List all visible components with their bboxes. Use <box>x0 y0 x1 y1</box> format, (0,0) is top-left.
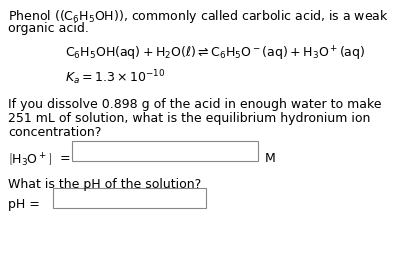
Text: =: = <box>60 152 71 165</box>
Text: concentration?: concentration? <box>8 126 102 139</box>
Text: M: M <box>265 152 276 165</box>
FancyBboxPatch shape <box>53 188 206 208</box>
Text: $K_a = 1.3 \times 10^{-10}$: $K_a = 1.3 \times 10^{-10}$ <box>65 68 166 87</box>
Text: pH =: pH = <box>8 198 40 211</box>
Text: $\mathrm{C_6H_5OH(aq) + H_2O(\ell) \rightleftharpoons C_6H_5O^-(aq) + H_3O^+(aq): $\mathrm{C_6H_5OH(aq) + H_2O(\ell) \righ… <box>65 45 365 63</box>
Text: If you dissolve 0.898 g of the acid in enough water to make: If you dissolve 0.898 g of the acid in e… <box>8 98 382 111</box>
Text: $\left[\mathrm{H_3O^+}\right]$: $\left[\mathrm{H_3O^+}\right]$ <box>8 152 52 169</box>
Text: What is the pH of the solution?: What is the pH of the solution? <box>8 178 201 191</box>
Text: organic acid.: organic acid. <box>8 22 89 35</box>
Text: 251 mL of solution, what is the equilibrium hydronium ion: 251 mL of solution, what is the equilibr… <box>8 112 370 125</box>
Text: Phenol ($\mathrm{(C_6H_5OH)}$), commonly called carbolic acid, is a weak: Phenol ($\mathrm{(C_6H_5OH)}$), commonly… <box>8 8 389 25</box>
FancyBboxPatch shape <box>72 141 258 161</box>
